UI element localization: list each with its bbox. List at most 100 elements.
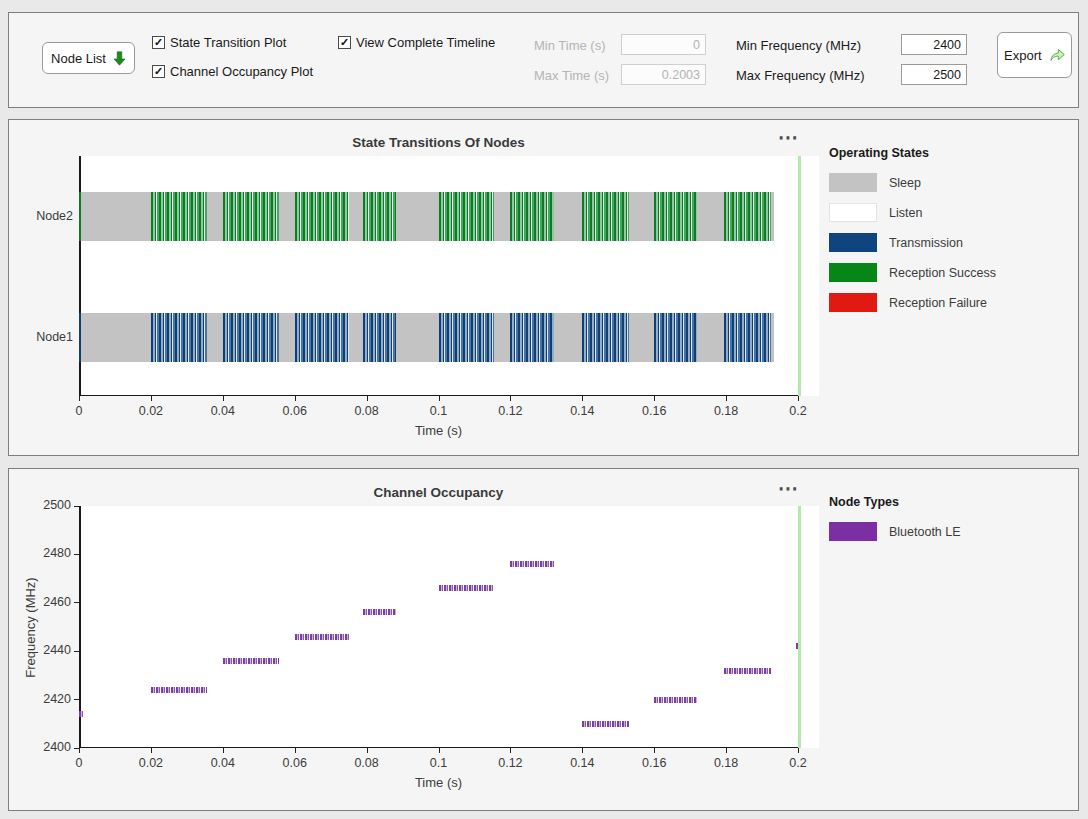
export-share-arrow-icon (1049, 46, 1065, 64)
min-time-label: Min Time (s) (534, 38, 606, 53)
x-tick-mark (510, 396, 511, 401)
x-tick-mark (367, 748, 368, 753)
checkbox-check-icon: ✓ (152, 36, 165, 49)
state-transitions-title: State Transitions Of Nodes (79, 135, 798, 150)
legend-title: Node Types (829, 495, 961, 510)
down-arrow-icon (113, 51, 126, 66)
x-axis-line (79, 747, 801, 749)
occupancy-segment (79, 711, 83, 717)
activity-burst (151, 192, 207, 241)
max-time-input[interactable] (621, 64, 706, 85)
x-tick-mark (654, 748, 655, 753)
activity-burst (510, 192, 553, 241)
legend-swatch (829, 233, 877, 252)
legend-swatch (829, 203, 877, 222)
x-tick-label: 0.14 (552, 756, 612, 770)
x-tick-mark (79, 748, 80, 753)
occupancy-segment (223, 658, 279, 664)
x-tick-mark (439, 748, 440, 753)
chart-options-ellipsis-icon[interactable]: ⋯ (749, 128, 799, 146)
x-axis-title: Time (s) (79, 423, 798, 438)
chart-options-ellipsis-icon[interactable]: ⋯ (749, 479, 799, 497)
activity-burst (654, 313, 697, 362)
time-cursor-line (798, 506, 801, 748)
x-tick-label: 0.16 (624, 404, 684, 418)
activity-burst (151, 313, 207, 362)
activity-burst (223, 192, 279, 241)
legend-label: Reception Success (889, 266, 996, 280)
activity-burst (582, 313, 629, 362)
activity-burst (439, 313, 495, 362)
activity-burst (295, 313, 349, 362)
checkbox-state-transition-plot[interactable]: ✓ State Transition Plot (152, 35, 286, 50)
x-tick-label: 0.08 (337, 756, 397, 770)
node-list-label: Node List (51, 51, 106, 66)
legend-title: Operating States (829, 146, 996, 161)
legend-label: Transmission (889, 236, 963, 250)
occupancy-segment (510, 561, 553, 567)
x-tick-label: 0.06 (265, 404, 325, 418)
x-tick-mark (151, 396, 152, 401)
x-tick-label: 0.18 (696, 404, 756, 418)
activity-burst (363, 192, 396, 241)
x-tick-label: 0 (49, 756, 109, 770)
occupancy-segment (295, 634, 349, 640)
node-list-button[interactable]: Node List (42, 42, 135, 74)
state-transitions-panel: State Transitions Of Nodes ⋯ Time (s) 00… (8, 119, 1079, 456)
occupancy-segment (654, 697, 697, 703)
initial-event-stripe (79, 313, 81, 362)
activity-burst (510, 313, 553, 362)
channel-occupancy-panel: Channel Occupancy ⋯ Frequency (MHz) Time… (8, 468, 1079, 811)
y-tick-mark (74, 554, 79, 555)
y-tick-label: 2480 (25, 546, 71, 560)
x-tick-label: 0.1 (409, 756, 469, 770)
checkbox-check-icon: ✓ (338, 36, 351, 49)
activity-burst (724, 192, 771, 241)
legend-item: Reception Failure (829, 293, 996, 312)
checkbox-view-complete-timeline[interactable]: ✓ View Complete Timeline (338, 35, 495, 50)
x-tick-mark (295, 396, 296, 401)
time-cursor-line (798, 156, 801, 396)
x-tick-label: 0.2 (768, 756, 828, 770)
checkbox-label: Channel Occupancy Plot (170, 64, 313, 79)
max-time-label: Max Time (s) (534, 68, 609, 83)
activity-burst (223, 313, 279, 362)
x-tick-label: 0.04 (193, 404, 253, 418)
activity-burst (295, 192, 349, 241)
legend-label: Listen (889, 206, 922, 220)
max-frequency-label: Max Frequency (MHz) (736, 68, 865, 83)
operating-states-legend: Operating States SleepListenTransmission… (829, 146, 996, 323)
x-tick-label: 0.08 (337, 404, 397, 418)
occupancy-segment (582, 721, 629, 727)
y-tick-mark (74, 699, 79, 700)
x-tick-mark (223, 396, 224, 401)
x-tick-mark (654, 396, 655, 401)
y-tick-label: 2440 (25, 643, 71, 657)
state-transitions-plot-area: Time (s) 00.020.040.060.080.10.120.140.1… (79, 156, 819, 396)
y-tick-label: 2400 (25, 740, 71, 754)
initial-event-stripe (79, 192, 81, 241)
legend-swatch (829, 293, 877, 312)
checkbox-check-icon: ✓ (152, 65, 165, 78)
occupancy-segment (151, 687, 207, 693)
toolbar-panel: Node List ✓ State Transition Plot ✓ Chan… (8, 12, 1079, 108)
x-tick-label: 0.02 (121, 756, 181, 770)
channel-occupancy-title: Channel Occupancy (79, 485, 798, 500)
x-axis-line (79, 395, 801, 397)
min-time-input[interactable] (621, 34, 706, 55)
legend-item: Listen (829, 203, 996, 222)
y-tick-mark (74, 506, 79, 507)
x-tick-label: 0.14 (552, 404, 612, 418)
node-state-bar (79, 313, 774, 362)
y-tick-mark (74, 651, 79, 652)
export-button[interactable]: Export (997, 32, 1072, 78)
checkbox-channel-occupancy-plot[interactable]: ✓ Channel Occupancy Plot (152, 64, 313, 79)
x-tick-mark (798, 396, 799, 401)
x-tick-mark (726, 396, 727, 401)
checkbox-label: View Complete Timeline (356, 35, 495, 50)
min-frequency-input[interactable] (901, 34, 967, 55)
activity-burst (724, 313, 771, 362)
occupancy-segment (724, 668, 771, 674)
max-frequency-input[interactable] (901, 64, 967, 85)
x-tick-label: 0 (49, 404, 109, 418)
